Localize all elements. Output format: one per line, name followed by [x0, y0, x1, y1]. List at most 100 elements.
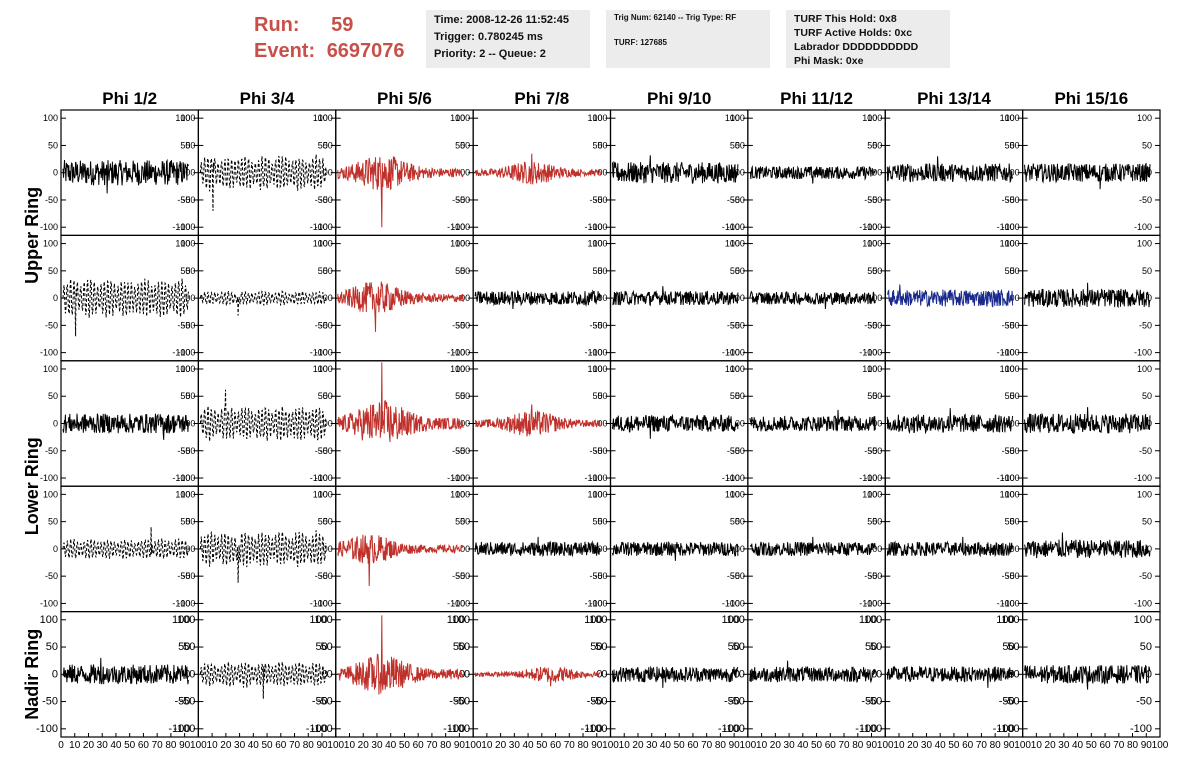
y-tick-label: 100 — [592, 489, 607, 499]
y-tick-label: -100 — [864, 598, 882, 608]
y-tick-label: 100 — [455, 239, 470, 249]
y-tick-label: -50 — [457, 571, 470, 581]
x-tick-label: 10 — [481, 740, 493, 751]
y-tick-label: 0 — [602, 293, 607, 303]
y-tick-label: 50 — [872, 266, 882, 276]
y-tick-label: 50 — [185, 266, 195, 276]
x-tick-label: 80 — [165, 740, 177, 751]
y-tick-label: -100 — [173, 723, 195, 735]
y-tick-label: -100 — [1002, 598, 1020, 608]
x-tick-label: 60 — [1099, 740, 1111, 751]
y-tick-label: 50 — [323, 140, 333, 150]
y-tick-label: -50 — [320, 571, 333, 581]
x-tick-label: 10 — [344, 740, 356, 751]
x-tick-label: 30 — [646, 740, 658, 751]
y-tick-label: 50 — [318, 391, 328, 401]
y-tick-label: 100 — [450, 239, 465, 249]
y-tick-label: 100 — [1000, 489, 1015, 499]
y-tick-label: -50 — [457, 320, 470, 330]
time-text: Time: 2008-12-26 11:52:45 — [434, 14, 569, 26]
y-tick-label: 0 — [872, 544, 877, 554]
y-tick-label: 50 — [872, 391, 882, 401]
y-tick-label: 100 — [43, 113, 58, 123]
y-tick-label: -100 — [452, 348, 470, 358]
y-tick-label: 0 — [602, 168, 607, 178]
y-tick-label: -50 — [452, 195, 465, 205]
y-tick-label: -100 — [722, 473, 740, 483]
y-tick-label: 50 — [460, 140, 470, 150]
x-tick-label: 90 — [866, 740, 878, 751]
x-tick-label: 80 — [303, 740, 315, 751]
y-tick-label: -50 — [724, 696, 740, 708]
y-tick-label: -100 — [177, 222, 195, 232]
run-line: Run: 59 — [254, 12, 405, 38]
waveform-trace — [612, 665, 739, 688]
y-tick-label: -100 — [447, 473, 465, 483]
x-tick-label: 30 — [97, 740, 109, 751]
y-tick-label: -50 — [727, 195, 740, 205]
y-tick-label: 0 — [53, 544, 58, 554]
y-tick-label: -50 — [1139, 320, 1152, 330]
y-tick-label: 50 — [1142, 391, 1152, 401]
phi-mask-text: Phi Mask: 0xe — [794, 55, 864, 67]
y-tick-label: 100 — [1000, 239, 1015, 249]
waveform-trace — [62, 413, 189, 440]
y-tick-label: -100 — [585, 723, 607, 735]
y-tick-label: -50 — [452, 446, 465, 456]
y-tick-label: 50 — [323, 517, 333, 527]
y-tick-label: -50 — [727, 320, 740, 330]
y-tick-label: 100 — [862, 364, 877, 374]
y-tick-label: 50 — [48, 140, 58, 150]
y-tick-label: 0 — [877, 419, 882, 429]
y-tick-label: 0 — [328, 419, 333, 429]
x-tick-label: 70 — [564, 740, 576, 751]
waveform-trace — [749, 660, 876, 684]
y-tick-label: -50 — [177, 320, 190, 330]
y-tick-label: -100 — [723, 723, 745, 735]
y-tick-label: 0 — [1015, 168, 1020, 178]
waveform-trace — [474, 666, 601, 687]
column-header: Phi 3/4 — [240, 89, 295, 108]
y-tick-label: -100 — [40, 473, 58, 483]
y-tick-label: -100 — [1002, 348, 1020, 358]
y-tick-label: 100 — [867, 489, 882, 499]
x-tick-label: 40 — [523, 740, 535, 751]
y-tick-label: -100 — [1134, 348, 1152, 358]
x-tick-label: 70 — [152, 740, 164, 751]
y-tick-label: 50 — [460, 266, 470, 276]
y-tick-label: -100 — [168, 723, 190, 735]
x-tick-label: 50 — [536, 740, 548, 751]
y-tick-label: -100 — [36, 723, 58, 735]
y-tick-label: 50 — [867, 517, 877, 527]
y-tick-label: -50 — [1002, 446, 1015, 456]
y-tick-label: -100 — [310, 222, 328, 232]
y-tick-label: -100 — [860, 723, 882, 735]
y-tick-label: 50 — [46, 641, 58, 653]
x-tick-label: 10 — [69, 740, 81, 751]
y-tick-label: -100 — [580, 723, 602, 735]
column-header: Phi 9/10 — [647, 89, 711, 108]
y-tick-label: -50 — [182, 320, 195, 330]
y-tick-label: -100 — [311, 723, 333, 735]
x-tick-label: 60 — [138, 740, 150, 751]
x-tick-label: 90 — [729, 740, 741, 751]
y-tick-label: -50 — [174, 696, 190, 708]
waveform-trace — [886, 536, 1014, 558]
event-value: 6697076 — [326, 40, 405, 62]
y-tick-label: 50 — [1005, 517, 1015, 527]
waveform-trace — [749, 165, 876, 184]
y-tick-label: 100 — [730, 113, 745, 123]
y-tick-label: -50 — [177, 195, 190, 205]
y-tick-label: -50 — [1139, 571, 1152, 581]
y-tick-label: 50 — [735, 391, 745, 401]
y-tick-label: 100 — [587, 113, 602, 123]
y-tick-label: -50 — [594, 446, 607, 456]
y-tick-label: -100 — [997, 348, 1015, 358]
time-info-box: Time: 2008-12-26 11:52:45 Trigger: 0.780… — [426, 10, 590, 68]
column-header: Phi 7/8 — [514, 89, 569, 108]
x-tick-label: 60 — [550, 740, 562, 751]
waveform-trace — [474, 289, 601, 310]
y-tick-label: -50 — [869, 320, 882, 330]
y-tick-label: -50 — [42, 696, 58, 708]
x-tick-label: 20 — [907, 740, 919, 751]
